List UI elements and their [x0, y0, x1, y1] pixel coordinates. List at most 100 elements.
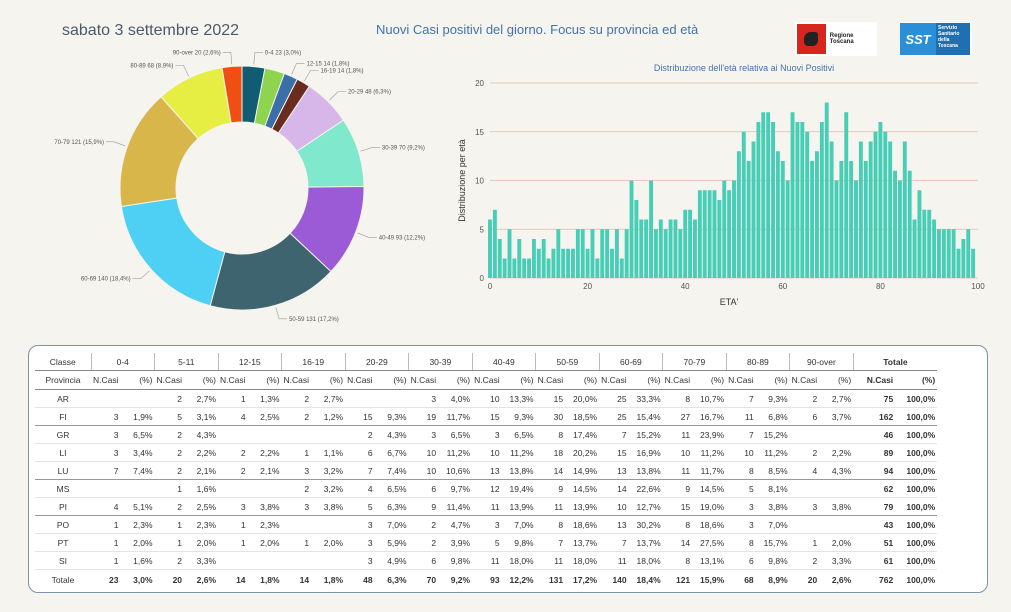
cell-ncasi [281, 515, 312, 534]
histogram-bar [507, 229, 512, 278]
total-cell-pct: 18,4% [636, 575, 661, 585]
cell-total-ncasi: 62 [853, 479, 896, 498]
cell-ncasi: 2 [408, 515, 439, 534]
histogram-bar [922, 209, 927, 278]
cell-ncasi: 1 [218, 515, 248, 534]
cell-pct: 8,1% [755, 479, 790, 498]
cell-ncasi: 8 [662, 515, 693, 534]
histogram-bar [902, 141, 907, 278]
cell-ncasi [218, 425, 248, 444]
cell-pct: 14,5% [692, 479, 727, 498]
cell-pct: 11,2% [692, 443, 727, 462]
cell-ncasi [281, 425, 312, 444]
cell-ncasi: 1 [281, 533, 312, 552]
cell-pct: 3,3% [819, 551, 854, 570]
cell-pct: 2,0% [819, 533, 854, 552]
cell-pct: 7,0% [501, 515, 536, 534]
cell-ncasi: 1 [154, 515, 185, 534]
histogram-bar [907, 170, 912, 278]
donut-label-50-59: 50-59 131 (17,2%) [289, 317, 339, 323]
cell-ncasi: 4 [218, 407, 248, 426]
x-tick-label: 80 [876, 282, 885, 291]
cell-pct: 2,0% [120, 533, 155, 552]
histogram-bar [829, 141, 834, 278]
cell-pct: 4,3% [184, 425, 219, 444]
cell-total-ncasi: 43 [853, 515, 896, 534]
cell-ncasi: 1 [91, 515, 121, 534]
cell-pct: 15,2% [628, 425, 663, 444]
cell-ncasi: 1 [91, 533, 121, 552]
cell-ncasi: 13 [599, 461, 629, 480]
cell-ncasi: 7 [535, 533, 566, 552]
y-tick-label: 5 [480, 225, 485, 234]
cell-pct: 11,7% [692, 461, 727, 480]
y-tick-label: 20 [475, 79, 484, 88]
cell-pct: 7,4% [374, 461, 409, 480]
histogram-bar [668, 219, 673, 278]
histogram-bar [751, 141, 756, 278]
cell-pct: 14,5% [565, 479, 600, 498]
cell-pct [311, 551, 346, 570]
histogram-bar [819, 122, 824, 278]
cell-ncasi: 1 [789, 533, 820, 552]
cell-ncasi: 9 [408, 497, 439, 516]
cell-pct: 5,1% [120, 497, 155, 516]
group-header-50-59: 50-59 [535, 353, 600, 371]
histogram-bar [678, 229, 683, 278]
cell-pct: 1,9% [120, 407, 155, 426]
histogram-bar [683, 209, 688, 278]
histogram-bar [488, 219, 492, 278]
donut-label-30-39: 30-39 70 (9,2%) [382, 146, 425, 152]
group-header-40-49: 40-49 [471, 353, 536, 371]
donut-label-16-19: 16-19 14 (1,8%) [320, 69, 363, 75]
column-header-ncasi: N.Casi [281, 370, 312, 390]
column-header-provincia: Provincia [35, 370, 91, 390]
total-cell-pct: 3,0% [133, 575, 153, 585]
column-header-ncasi: N.Casi [535, 370, 566, 390]
cell-total-pct: 100,0% [895, 533, 938, 552]
cell-pct: 20,0% [565, 389, 600, 408]
histogram-bar [595, 258, 600, 278]
histogram-bar [966, 229, 971, 278]
cell-pct: 10,7% [692, 389, 727, 408]
age-histogram-chart: 0 5 10 15 20 0 20 40 60 80 100 Distribuzione dell'e… [457, 63, 985, 307]
cell-pct: 9,3% [374, 407, 409, 426]
cell-ncasi [281, 551, 312, 570]
histogram-bar [605, 229, 610, 278]
cell-ncasi: 13 [599, 515, 629, 534]
cell-ncasi [218, 551, 248, 570]
cell-ncasi: 3 [281, 497, 312, 516]
cell-ncasi: 11 [535, 497, 566, 516]
cell-ncasi: 11 [662, 461, 693, 480]
cell-total-ncasi: 94 [853, 461, 896, 480]
row-provincia: PT [35, 533, 91, 552]
cell-ncasi: 7 [91, 461, 121, 480]
histogram-bar [746, 161, 751, 278]
column-header-ncasi: N.Casi [408, 370, 439, 390]
donut-leader-line [253, 52, 263, 65]
column-header-pct: (%) [438, 370, 473, 390]
cases-table: Classe 0-4 5-11 12-15 16-19 20-29 30-39 40-49 50… [35, 353, 938, 590]
total-cell-pct: 1,8% [260, 575, 280, 585]
group-header-Totale: Totale [852, 353, 938, 371]
row-provincia: LU [35, 461, 91, 480]
histogram-bar [566, 248, 571, 278]
cell-pct: 7,0% [374, 515, 409, 534]
cell-ncasi: 1 [91, 551, 121, 570]
histogram-bar [732, 180, 736, 278]
cell-pct: 11,2% [755, 443, 790, 462]
cell-pct: 7,4% [120, 461, 155, 480]
histogram-bar [844, 112, 849, 278]
histogram-bar [610, 248, 614, 278]
cell-ncasi: 3 [218, 497, 248, 516]
histogram-bar [946, 229, 951, 278]
total-cell-ncasi: 68 [744, 575, 754, 585]
cell-pct: 15,4% [628, 407, 663, 426]
column-header-pct: (%) [501, 370, 536, 390]
histogram-bar [600, 229, 605, 278]
y-axis-label: Distribuzione per età [457, 139, 467, 222]
sst-logo-text: Servizio Sanitario della Toscana [936, 23, 970, 55]
cell-ncasi: 5 [726, 479, 756, 498]
y-tick-label: 10 [475, 177, 484, 186]
cell-pct: 8,5% [755, 461, 790, 480]
